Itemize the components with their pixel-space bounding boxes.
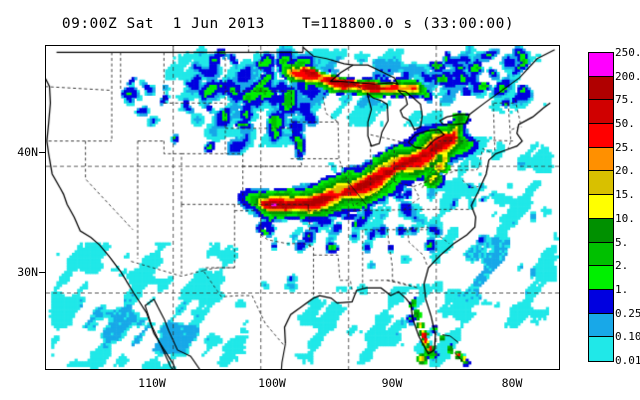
colorbar-label-6: 15. xyxy=(615,188,635,202)
colorbar-label-4: 25. xyxy=(615,140,635,154)
colorbar-band-10 xyxy=(589,289,613,314)
colorbar-scale xyxy=(588,52,614,362)
colorbar-band-1 xyxy=(589,76,613,101)
x-tick-label-100w: 100W xyxy=(258,376,286,390)
precipitation-heatmap-canvas xyxy=(46,46,559,369)
colorbar-label-1: 200. xyxy=(615,69,640,83)
y-tick-label-40n: 40N xyxy=(17,145,38,159)
colorbar-label-2: 75. xyxy=(615,93,635,107)
colorbar-label-3: 50. xyxy=(615,117,635,131)
colorbar-label-8: 5. xyxy=(615,235,629,249)
colorbar-band-3 xyxy=(589,124,613,148)
colorbar-band-12 xyxy=(589,337,613,361)
colorbar-band-7 xyxy=(589,218,613,243)
colorbar-band-11 xyxy=(589,313,613,338)
colorbar-label-5: 20. xyxy=(615,164,635,178)
colorbar-label-12: 0.10 xyxy=(615,330,640,344)
colorbar-label-10: 1. xyxy=(615,282,629,296)
colorbar-label-7: 10. xyxy=(615,211,635,225)
colorbar-band-8 xyxy=(589,242,613,267)
figure-title: 09:00Z Sat 1 Jun 2013 T=118800.0 s (33:0… xyxy=(61,16,515,32)
colorbar-label-11: 0.25 xyxy=(615,306,640,320)
colorbar-band-5 xyxy=(589,171,613,196)
colorbar-band-0 xyxy=(589,53,613,77)
map-plot-area xyxy=(45,45,560,370)
colorbar-band-2 xyxy=(589,100,613,125)
colorbar-band-6 xyxy=(589,195,613,219)
y-tick-mark xyxy=(39,272,45,273)
colorbar-label-9: 2. xyxy=(615,259,629,273)
y-tick-mark xyxy=(39,152,45,153)
y-tick-label-30n: 30N xyxy=(17,265,38,279)
colorbar-band-9 xyxy=(589,266,613,290)
colorbar-band-4 xyxy=(589,147,613,172)
x-tick-label-90w: 90W xyxy=(381,376,403,390)
x-tick-label-110w: 110W xyxy=(138,376,166,390)
colorbar-label-13: 0.01 xyxy=(615,354,640,367)
x-tick-label-80w: 80W xyxy=(501,376,523,390)
colorbar-label-0: 250. xyxy=(615,46,640,59)
colorbar-tick-labels: 250. 200. 75. 50. 25. 20. 15. 10. 5. 2. 1. 0.25 0.10… xyxy=(615,45,640,375)
